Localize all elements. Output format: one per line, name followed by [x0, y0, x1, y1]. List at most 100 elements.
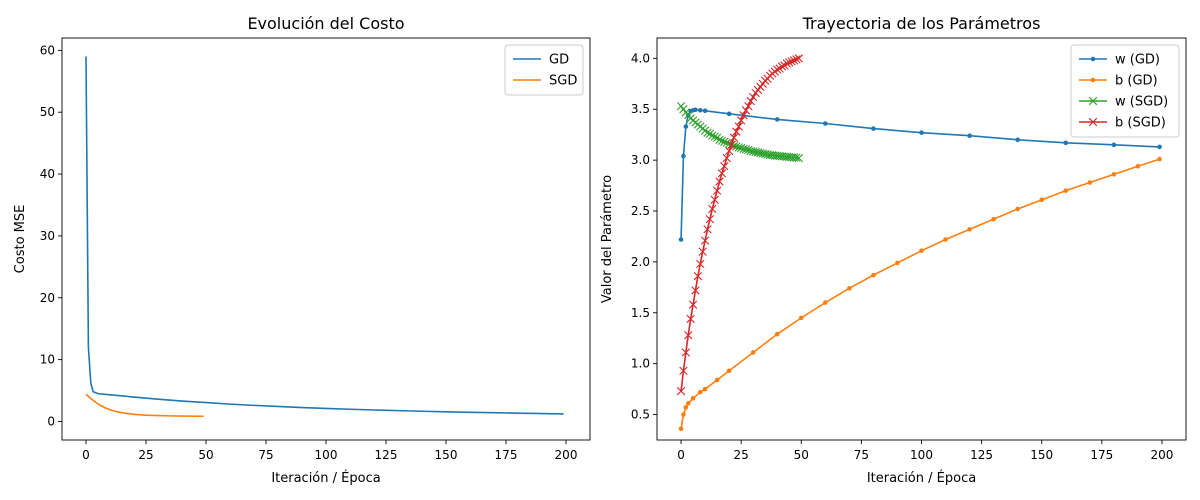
data-point — [1135, 163, 1141, 169]
data-point — [698, 247, 707, 256]
data-point — [785, 58, 794, 67]
data-point — [798, 315, 804, 321]
data-point — [1063, 188, 1069, 193]
data-point — [720, 137, 729, 146]
data-point — [676, 386, 686, 396]
data-point — [691, 286, 700, 295]
x-tick-label: 100 — [315, 448, 338, 462]
data-point — [729, 133, 739, 142]
data-point — [715, 135, 724, 144]
data-point — [744, 101, 753, 111]
data-point — [724, 146, 734, 156]
data-point — [748, 92, 758, 102]
data-point — [967, 133, 972, 139]
legend-label: w (GD) — [1115, 53, 1160, 68]
legend-marker — [1088, 117, 1098, 127]
x-tick-label: 50 — [198, 448, 213, 462]
chart-title: Trayectoria de los Parámetros — [802, 14, 1041, 33]
y-tick-label: 1.5 — [631, 306, 650, 320]
x-tick-label: 75 — [258, 448, 273, 462]
series-line — [85, 56, 564, 415]
data-point — [1087, 180, 1093, 185]
x-tick-label: 50 — [794, 448, 809, 462]
legend-label: w (SGD) — [1115, 95, 1168, 110]
legend-marker — [1090, 77, 1096, 83]
x-axis-label: Iteración / Época — [867, 470, 976, 486]
data-point — [693, 271, 703, 281]
data-point — [688, 300, 698, 309]
data-point — [741, 106, 751, 115]
data-point — [773, 65, 782, 74]
data-point — [700, 236, 710, 245]
y-tick-label: 2.5 — [631, 204, 650, 218]
parameter-chart: 0 25 50 75 100 125 150 175 200 0.5 1.0 1.5 2.0 2.5 3.0… — [600, 14, 1187, 486]
data-point — [703, 128, 712, 137]
data-point — [736, 116, 746, 125]
x-tick-label: 125 — [970, 448, 993, 462]
data-point — [686, 314, 695, 324]
data-point — [693, 107, 698, 113]
legend-label: SGD — [549, 74, 577, 89]
legend-box — [504, 44, 584, 96]
data-point — [702, 108, 708, 114]
data-point — [823, 300, 828, 305]
x-tick-label: 75 — [854, 448, 869, 462]
data-point — [683, 124, 689, 129]
y-axis-label: Costo MSE — [13, 205, 28, 274]
data-point — [1157, 156, 1162, 162]
data-point — [734, 122, 743, 131]
legend-item: b (GD) — [1079, 74, 1158, 89]
legend-item: b (SGD) — [1079, 116, 1166, 131]
data-point — [732, 127, 741, 136]
data-point — [871, 126, 876, 131]
y-tick-label: 4.0 — [631, 51, 650, 65]
data-point — [919, 130, 924, 135]
y-tick-label: 10 — [40, 353, 55, 367]
data-point — [787, 57, 796, 66]
data-point — [678, 426, 684, 432]
x-tick-label: 25 — [734, 448, 749, 462]
y-tick-label: 0 — [47, 414, 55, 428]
data-point — [782, 59, 792, 68]
data-point — [1015, 206, 1020, 212]
data-point — [726, 368, 732, 374]
data-point — [991, 216, 996, 222]
data-point — [697, 389, 703, 395]
data-point — [1111, 142, 1117, 148]
data-point — [681, 153, 686, 159]
y-tick-label: 3.0 — [631, 153, 650, 167]
data-point — [683, 405, 689, 410]
data-point — [697, 107, 703, 113]
data-point — [722, 138, 731, 148]
data-point — [703, 225, 712, 234]
cost-chart: 0 25 50 75 100 125 150 175 200 0 10 20 30 40 50 60 Evolu… — [13, 14, 591, 486]
data-point — [710, 132, 719, 141]
data-point — [1063, 140, 1069, 146]
x-tick-label: 150 — [1030, 448, 1053, 462]
legend-item: GD — [513, 53, 569, 68]
legend: GD SGD — [504, 44, 584, 96]
data-point — [685, 401, 691, 406]
x-tick-label: 200 — [1151, 448, 1174, 462]
x-tick-label: 0 — [82, 448, 90, 462]
data-point — [792, 55, 801, 64]
data-point — [705, 214, 715, 224]
data-point — [690, 395, 696, 401]
data-point — [1111, 172, 1117, 177]
data-point — [746, 96, 755, 106]
series-line — [680, 158, 1160, 429]
data-point — [741, 145, 751, 154]
series-line — [85, 393, 204, 418]
data-point — [1157, 144, 1162, 150]
data-point — [895, 260, 900, 266]
data-point — [717, 136, 727, 145]
y-tick-label: 50 — [40, 105, 55, 119]
data-point — [736, 143, 746, 153]
y-tick-label: 3.5 — [631, 102, 650, 116]
plot-frame — [61, 37, 591, 441]
y-tick-label: 60 — [40, 43, 55, 57]
data-point — [744, 145, 753, 155]
data-point — [684, 330, 693, 340]
legend-box — [1070, 44, 1180, 138]
y-tick-label: 2.0 — [631, 255, 650, 269]
